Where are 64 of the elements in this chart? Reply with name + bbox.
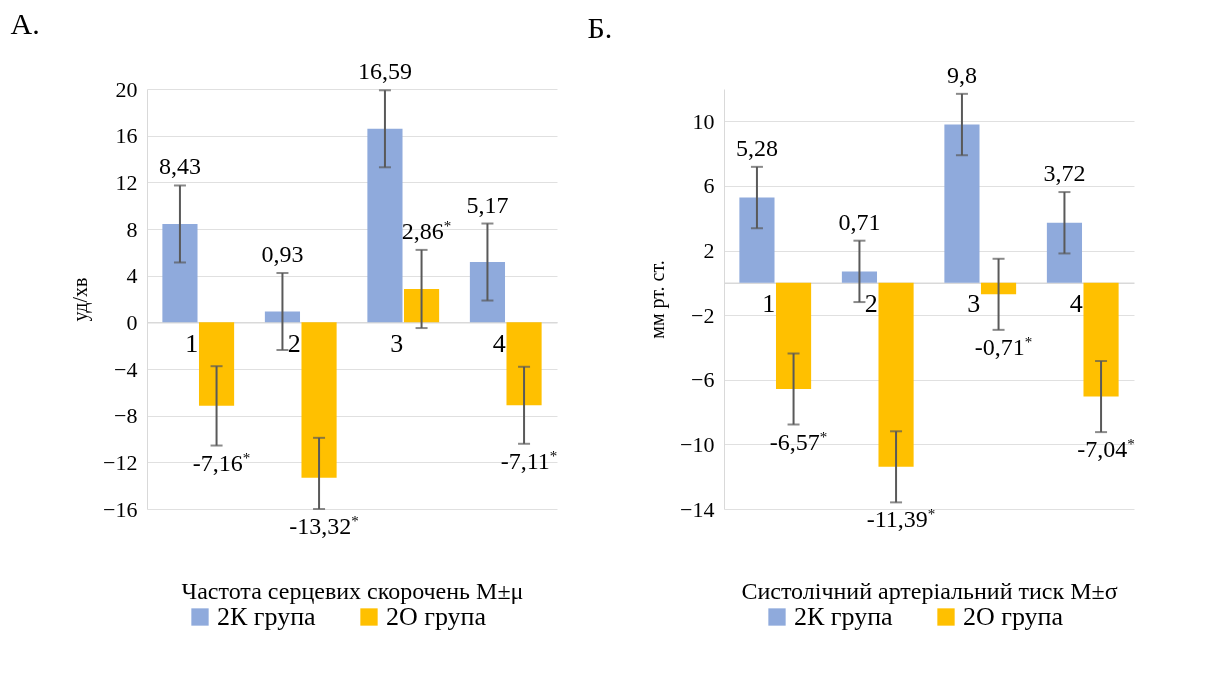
chart-title: Б. <box>587 10 613 44</box>
y-tick-label: −10 <box>680 431 715 457</box>
x-tick-label: 4 <box>492 328 506 358</box>
y-tick-label: −4 <box>114 356 138 382</box>
data-label: 3,72 <box>1043 160 1086 187</box>
data-label: -0,71$^{*}$ <box>974 333 1033 360</box>
x-axis-title: Частота серцевих скорочень М±μ <box>181 577 524 604</box>
data-label: -6,57$^{*}$ <box>769 428 828 455</box>
y-tick-label: −14 <box>680 496 715 522</box>
y-tick-label: −6 <box>691 367 715 393</box>
bar <box>775 282 812 389</box>
bar <box>506 322 542 406</box>
data-label: -7,04$^{*}$ <box>1077 436 1135 463</box>
y-tick-label: 0 <box>126 309 138 335</box>
y-tick-label: 12 <box>115 169 138 195</box>
bar <box>841 271 878 283</box>
y-tick-label: 10 <box>692 108 715 134</box>
y-axis-title: мм рт. ст. <box>646 260 670 339</box>
x-tick-label: 4 <box>1069 289 1083 319</box>
bar <box>944 124 980 283</box>
y-tick-label: 8 <box>126 216 138 242</box>
bar <box>1083 282 1119 397</box>
data-label: 2,86$^{*}$ <box>401 217 452 244</box>
y-tick-label: 2 <box>703 238 715 264</box>
bar <box>264 311 301 323</box>
bar <box>739 197 775 283</box>
x-tick-label: 1 <box>185 328 199 358</box>
x-axis-title: Систолічний артеріальний тиск М±σ <box>741 577 1118 604</box>
data-label: 0,71 <box>838 208 881 235</box>
data-label: -7,11$^{*}$ <box>500 447 558 474</box>
y-tick-label: 20 <box>115 76 138 102</box>
bar <box>198 322 235 406</box>
x-tick-label: 3 <box>967 289 981 319</box>
y-tick-label: −12 <box>103 449 138 475</box>
data-label: 16,59 <box>357 58 412 85</box>
data-label: -11,39$^{*}$ <box>866 506 936 533</box>
y-tick-label: −16 <box>103 496 138 522</box>
bar <box>403 288 440 323</box>
bar <box>1046 222 1083 283</box>
data-label: 8,43 <box>158 153 201 180</box>
y-tick-label: 6 <box>703 173 715 199</box>
x-tick-label: 2 <box>864 289 878 319</box>
y-axis-title: уд/хв <box>69 277 93 322</box>
data-label: 0,93 <box>261 240 304 267</box>
chart-title: А. <box>10 7 40 41</box>
bar <box>980 282 1017 295</box>
bar <box>301 322 337 478</box>
bar <box>367 128 403 323</box>
y-tick-label: −8 <box>114 403 138 429</box>
bar <box>162 223 198 323</box>
data-label: 5,28 <box>735 134 778 161</box>
bar <box>469 262 506 323</box>
data-label: -7,16$^{*}$ <box>192 449 251 476</box>
x-tick-label: 2 <box>287 328 301 358</box>
y-tick-label: 4 <box>126 263 138 289</box>
x-tick-label: 3 <box>390 328 404 358</box>
x-tick-label: 1 <box>762 289 776 319</box>
data-label: -13,32$^{*}$ <box>289 513 359 539</box>
legend-label: 2О група <box>963 602 1064 631</box>
y-tick-label: 16 <box>115 123 138 149</box>
data-label: 9,8 <box>946 61 977 88</box>
data-label: 5,17 <box>466 191 509 218</box>
y-tick-label: −2 <box>691 302 715 328</box>
bar <box>878 282 914 467</box>
